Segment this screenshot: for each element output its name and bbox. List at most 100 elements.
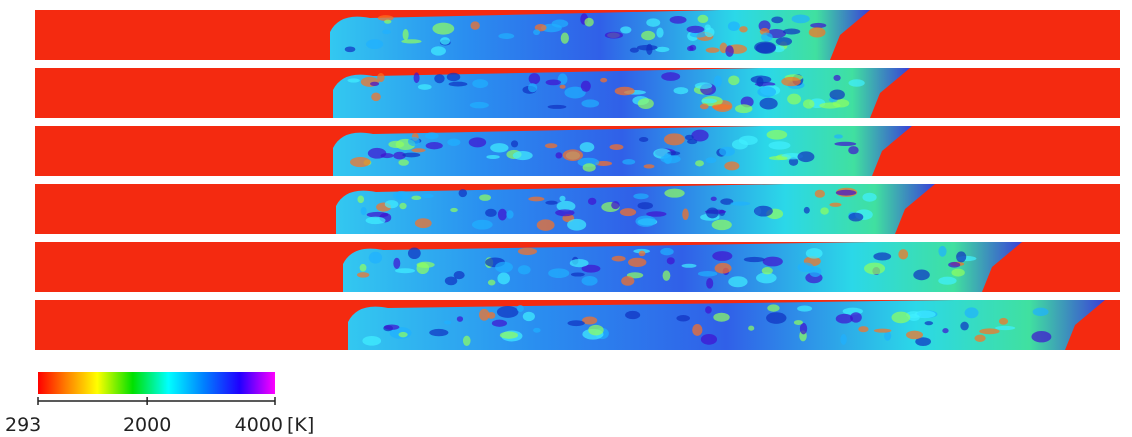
vortex xyxy=(848,79,864,86)
vortex xyxy=(416,262,434,268)
vortex xyxy=(719,147,735,157)
vortex xyxy=(498,209,507,221)
vortex xyxy=(497,306,519,318)
vortex xyxy=(497,273,510,285)
vortex xyxy=(560,85,566,89)
vortex xyxy=(345,46,356,52)
vortex xyxy=(938,277,956,285)
vortex xyxy=(367,212,389,218)
vortex xyxy=(685,135,694,140)
vortex xyxy=(432,23,454,35)
vortex xyxy=(561,32,569,43)
vortex xyxy=(792,14,810,23)
vortex xyxy=(469,137,486,147)
vortex xyxy=(925,321,934,325)
vortex xyxy=(820,207,829,214)
vortex xyxy=(369,252,382,264)
vortex xyxy=(728,75,739,85)
vortex xyxy=(388,141,404,148)
vortex xyxy=(948,262,960,268)
panel xyxy=(35,68,1120,118)
vortex xyxy=(611,201,619,209)
vortex xyxy=(674,87,689,94)
vortex xyxy=(620,26,631,33)
vortex xyxy=(712,220,732,231)
vortex xyxy=(663,153,672,164)
colorbar-gradient xyxy=(38,372,275,394)
vortex xyxy=(414,72,420,83)
vortex xyxy=(670,16,687,24)
vortex xyxy=(728,276,747,287)
figure: 29320004000[K] xyxy=(0,0,1132,437)
vortex xyxy=(472,79,488,88)
vortex xyxy=(638,202,653,209)
vortex xyxy=(891,312,910,324)
vortex xyxy=(873,252,891,260)
vortex xyxy=(421,194,433,198)
vortex xyxy=(712,251,732,261)
vortex xyxy=(347,78,359,82)
vortex xyxy=(830,90,845,100)
vortex xyxy=(698,271,717,277)
vortex xyxy=(956,251,966,262)
vortex xyxy=(711,197,717,201)
vortex xyxy=(581,99,599,107)
vortex xyxy=(809,267,821,277)
vortex xyxy=(809,27,826,37)
vortex xyxy=(612,256,626,262)
vortex xyxy=(767,304,779,311)
vortex xyxy=(974,335,985,342)
vortex xyxy=(695,160,704,166)
vortex xyxy=(360,264,367,272)
vortex xyxy=(415,218,432,228)
vortex xyxy=(366,39,383,49)
panel xyxy=(35,300,1120,350)
vortex xyxy=(706,278,713,289)
vortex xyxy=(794,320,803,325)
vortex xyxy=(995,326,1015,330)
vortex xyxy=(498,33,514,39)
vortex xyxy=(385,200,399,208)
vortex xyxy=(588,325,604,335)
vortex xyxy=(370,82,379,86)
vortex xyxy=(393,258,400,269)
vortex xyxy=(754,41,776,53)
vortex xyxy=(571,272,585,276)
vortex xyxy=(580,142,595,152)
vortex xyxy=(488,280,496,286)
vortex xyxy=(638,98,654,109)
vortex xyxy=(803,99,814,108)
vortex xyxy=(459,189,467,197)
vortex xyxy=(479,194,491,201)
vortex xyxy=(500,332,518,339)
vortex xyxy=(431,46,446,55)
vortex xyxy=(913,270,930,281)
vortex xyxy=(402,153,420,158)
vortex xyxy=(366,217,386,225)
vortex xyxy=(781,77,801,86)
vortex xyxy=(763,257,783,267)
vortex xyxy=(581,81,591,92)
colorbar-tick-label: 293 xyxy=(5,414,41,436)
vortex xyxy=(552,20,569,28)
vortex xyxy=(528,197,544,202)
vortex xyxy=(361,207,367,215)
vortex xyxy=(570,259,589,267)
vortex xyxy=(449,82,468,87)
vortex xyxy=(705,27,715,37)
vortex xyxy=(470,21,479,30)
vortex xyxy=(766,312,786,324)
vortex xyxy=(730,202,750,206)
vortex xyxy=(798,151,815,162)
vortex xyxy=(836,314,853,324)
vortex xyxy=(862,193,876,202)
vortex xyxy=(724,161,739,170)
vortex xyxy=(700,104,709,110)
vortex xyxy=(384,20,391,24)
vortex xyxy=(701,334,717,345)
vortex xyxy=(829,203,841,207)
vortex xyxy=(533,29,540,35)
vortex xyxy=(701,99,717,104)
vortex xyxy=(706,47,720,52)
vortex xyxy=(848,146,858,154)
